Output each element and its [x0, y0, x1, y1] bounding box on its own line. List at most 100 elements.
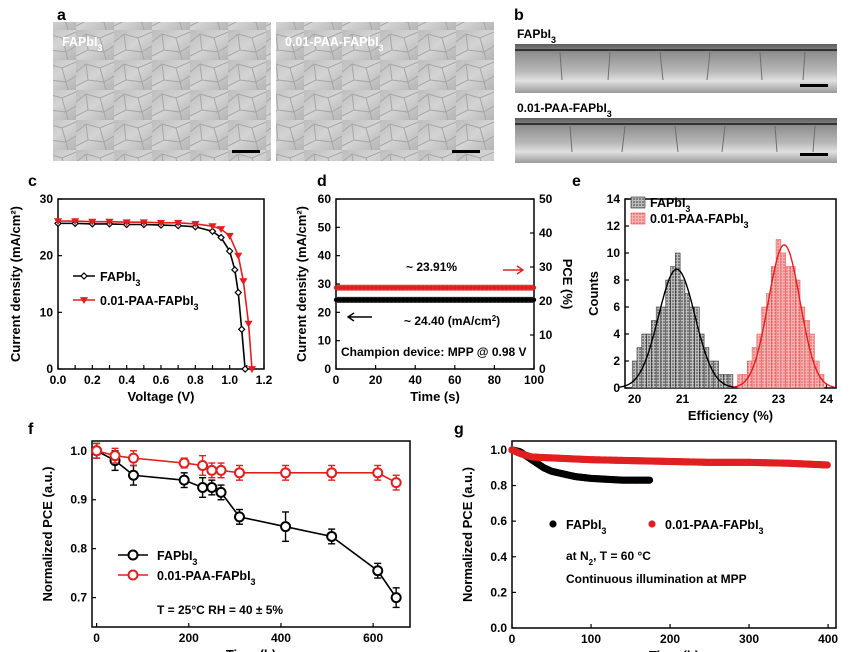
e-bar	[679, 279, 686, 389]
d-data-point	[512, 285, 517, 290]
d-data-point	[341, 285, 347, 290]
e-bar	[790, 266, 796, 389]
f-xtick-label: 600	[363, 631, 383, 645]
d-data-point	[345, 297, 351, 303]
e-legend-label-main: 0.01-PAA-FAPbI	[650, 212, 744, 226]
d-data-point	[448, 297, 454, 303]
scale-bar	[800, 153, 828, 156]
d-data-point	[428, 285, 434, 290]
c-legend-label-sub: 3	[135, 278, 140, 288]
d-data-point	[365, 297, 370, 303]
g-legend-label: FAPbI3	[566, 518, 606, 536]
c-legend-label-main: 0.01-PAA-FAPbI	[100, 294, 194, 308]
f-data-point	[326, 467, 338, 479]
e-legend-label-sub: 3	[685, 204, 690, 214]
c-data-point	[208, 227, 217, 236]
f-data-point	[390, 477, 402, 489]
d-xlabel: Time (s)	[410, 389, 460, 404]
c-data-point	[139, 219, 148, 227]
d-data-point	[381, 297, 386, 303]
d-data-point	[512, 297, 517, 303]
d-data-point	[440, 297, 446, 303]
d-data-point	[456, 297, 461, 303]
d-ytick-label: 50	[318, 220, 332, 234]
d-ytick-right-label: 30	[539, 260, 553, 274]
c-ytick-label: 20	[40, 249, 54, 263]
panel-f-letter: f	[28, 421, 34, 438]
e-xtick-label: 20	[628, 392, 642, 406]
c-xtick-label: 0.6	[153, 373, 170, 387]
chart-c: 0.0 0.2 0.4 0.6 0.8 1.0 1.2 0 10 20 30 Voltage (V) C…	[8, 192, 273, 404]
d-data-point	[381, 285, 386, 290]
d-data-point	[357, 297, 362, 303]
panel-d-letter: d	[317, 173, 327, 190]
d-data-point	[468, 285, 473, 290]
c-data-point	[241, 365, 249, 373]
c-data-point	[156, 219, 166, 227]
f-data-point	[178, 474, 190, 486]
d-data-point	[531, 297, 537, 303]
d-xtick-label: 20	[369, 373, 383, 387]
chart-g: 0 100 200 300 400 0.0 0.2 0.4 0.6 0.8 1.0 Time (h) N…	[460, 440, 838, 652]
f-data-point	[280, 467, 292, 479]
d-data-point	[420, 285, 426, 290]
c-data-point	[208, 223, 217, 231]
d-data-point	[413, 297, 418, 303]
d-data-point	[385, 285, 390, 290]
d-data-point	[523, 285, 529, 290]
c-data-point	[225, 232, 234, 240]
f-data-point	[280, 521, 292, 533]
d-data-point	[531, 285, 537, 290]
c-xtick-label: 0.4	[118, 373, 135, 387]
g-ytick-label: 0.6	[490, 514, 507, 528]
f-data-point	[206, 464, 218, 476]
g-xtick-label: 0	[509, 632, 516, 646]
d-xtick-label: 80	[488, 373, 502, 387]
f-legend-marker	[127, 569, 139, 581]
f-ytick-label: 1.0	[70, 444, 87, 458]
d-data-point	[401, 285, 406, 290]
c-xtick-label: 0.2	[84, 373, 101, 387]
e-ytick-label: 6	[613, 300, 620, 314]
d-data-point	[341, 297, 347, 303]
d-data-point	[361, 297, 366, 303]
e-xlabel: Efficiency (%)	[688, 408, 773, 423]
g-legend-label-main: 0.01-PAA-FAPbI	[665, 518, 759, 532]
e-bar	[727, 374, 734, 389]
c-series-line-1	[58, 220, 253, 370]
d-data-point	[405, 297, 410, 303]
g-illumination-annotation: Continuous illumination at MPP	[566, 572, 747, 586]
c-xlabel: Voltage (V)	[128, 389, 195, 404]
d-data-point	[389, 285, 394, 290]
g-ytick-label: 0.8	[490, 479, 507, 493]
sem-a2-label: 0.01-PAA-FAPbI3	[285, 35, 384, 53]
d-data-point	[488, 297, 493, 303]
g-legend-label: 0.01-PAA-FAPbI3	[665, 518, 764, 536]
d-data-point	[389, 297, 394, 303]
d-data-point	[504, 285, 509, 290]
f-data-point	[372, 467, 384, 479]
f-data-point	[178, 457, 190, 469]
g-xtick-label: 200	[660, 632, 680, 646]
e-xtick-label: 22	[724, 392, 738, 406]
d-data-point	[508, 285, 513, 290]
d-current-arrow	[346, 312, 372, 322]
c-data-point	[122, 219, 131, 227]
d-data-point	[472, 285, 477, 290]
g-ytick-label: 0.2	[490, 585, 507, 599]
d-data-point	[496, 285, 501, 290]
c-data-point	[217, 226, 226, 234]
f-xtick-label: 400	[271, 631, 291, 645]
d-data-point	[377, 297, 382, 303]
g-ytick-label: 0.4	[490, 550, 507, 564]
d-data-point	[369, 285, 374, 290]
f-data-point	[215, 464, 227, 476]
c-data-point	[234, 252, 243, 260]
g-ytick-label: 1.0	[490, 443, 507, 457]
e-bar	[785, 266, 791, 389]
e-ytick-label: 0	[613, 381, 620, 395]
d-plot-frame	[335, 198, 535, 370]
d-data-point	[393, 297, 398, 303]
